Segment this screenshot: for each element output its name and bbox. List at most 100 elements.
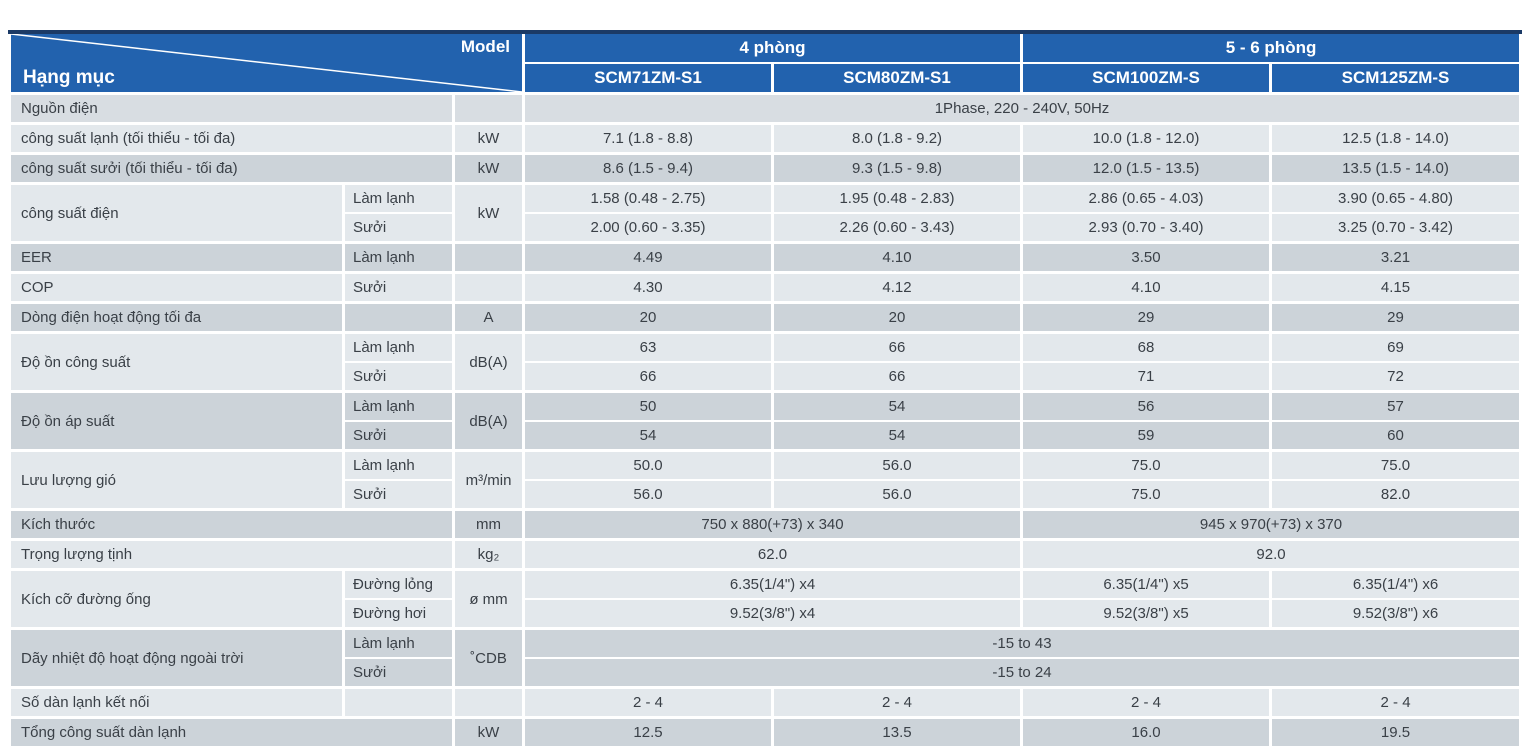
table-row: Nguồn điện 1Phase, 220 - 240V, 50Hz [8, 92, 1523, 125]
spec-unit: dB(A) [452, 390, 525, 452]
spec-value: 945 x 970(+73) x 370 [1020, 508, 1523, 541]
spec-sub-label [342, 686, 455, 719]
spec-unit [452, 686, 525, 719]
spec-sub-label: Làm lạnh [342, 390, 455, 422]
spec-sub-label: Sưởi [342, 420, 455, 452]
spec-value: 75.0 [1020, 449, 1273, 481]
spec-value: 54 [522, 420, 774, 452]
spec-value: 4.15 [1269, 271, 1523, 304]
spec-value: 9.3 (1.5 - 9.8) [770, 152, 1024, 185]
spec-sub-label: Làm lạnh [342, 627, 455, 659]
spec-value: 2.86 (0.65 - 4.03) [1020, 182, 1273, 214]
diagonal-divider-line [11, 34, 522, 92]
spec-value: 16.0 [1020, 716, 1273, 748]
table-row: Kích thước mm 750 x 880(+73) x 340 945 x 97… [8, 508, 1523, 541]
table-row: Độ ồn công suất Làm lạnh dB(A) 63 66 68 69 [8, 331, 1523, 393]
table-row: Độ ồn áp suất Làm lạnh dB(A) 50 54 56 57 [8, 390, 1523, 452]
spec-row-label: Số dàn lạnh kết nối [8, 686, 345, 719]
spec-value: 3.25 (0.70 - 3.42) [1269, 212, 1523, 244]
table-row: Lưu lượng gió Làm lạnh m³/min 50.0 56.0 75.0 7… [8, 449, 1523, 511]
spec-row-label: Nguồn điện [8, 92, 455, 125]
table-row: công suất điện Làm lạnh kW 1.58 (0.48 - 2.7… [8, 182, 1523, 244]
spec-value: 20 [770, 301, 1024, 334]
spec-value: 2 - 4 [770, 686, 1024, 719]
spec-value: 12.5 [522, 716, 774, 748]
spec-value: 4.49 [522, 241, 774, 274]
table-row: COP Sưởi 4.30 4.12 4.10 4.15 [8, 271, 1523, 304]
spec-unit: m³/min [452, 449, 525, 511]
spec-row-label: EER [8, 241, 345, 274]
spec-value: 6.35(1/4") x5 [1020, 568, 1273, 600]
table-header: Model Hạng mục 4 phòng 5 - 6 phòng SCM71… [8, 31, 1523, 95]
spec-value: 3.90 (0.65 - 4.80) [1269, 182, 1523, 214]
spec-value: 92.0 [1020, 538, 1523, 571]
spec-unit: A [452, 301, 525, 334]
table-row: công suất lạnh (tối thiểu - tối đa) kW 7.1… [8, 122, 1523, 155]
spec-value: 66 [770, 331, 1024, 363]
spec-value: 1Phase, 220 - 240V, 50Hz [521, 92, 1523, 125]
table-row: Dãy nhiệt độ hoạt động ngoài trời Làm lạn… [8, 627, 1523, 689]
spec-unit [452, 92, 525, 125]
spec-row-label: công suất sưởi (tối thiểu - tối đa) [8, 152, 455, 185]
spec-value: 29 [1269, 301, 1523, 334]
spec-value: 750 x 880(+73) x 340 [521, 508, 1024, 541]
spec-value: 13.5 [770, 716, 1024, 748]
table-row: Trọng lượng tịnh kg₂ 62.0 92.0 [8, 538, 1523, 571]
spec-value: 56.0 [770, 479, 1024, 511]
spec-value: 2 - 4 [522, 686, 774, 719]
spec-table: Model Hạng mục 4 phòng 5 - 6 phòng SCM71… [8, 30, 1523, 748]
spec-value: 59 [1020, 420, 1273, 452]
table-body: Nguồn điện 1Phase, 220 - 240V, 50Hz công s… [8, 92, 1523, 748]
spec-value: 1.58 (0.48 - 2.75) [522, 182, 774, 214]
spec-value: 2.00 (0.60 - 3.35) [522, 212, 774, 244]
model-header-scm125zm-s: SCM125ZM-S [1269, 62, 1523, 95]
spec-value: 4.10 [1020, 271, 1273, 304]
group-header-5-6-rooms: 5 - 6 phòng [1020, 31, 1523, 64]
model-category-header: Model Hạng mục [8, 31, 525, 95]
spec-value: 13.5 (1.5 - 14.0) [1269, 152, 1523, 185]
spec-value: 7.1 (1.8 - 8.8) [522, 122, 774, 155]
spec-value: 2.93 (0.70 - 3.40) [1020, 212, 1273, 244]
spec-value: 12.5 (1.8 - 14.0) [1269, 122, 1523, 155]
table-row: công suất sưởi (tối thiểu - tối đa) kW 8.6… [8, 152, 1523, 185]
spec-sub-label: Sưởi [342, 479, 455, 511]
spec-row-label: Độ ồn công suất [8, 331, 345, 393]
spec-value: 56.0 [522, 479, 774, 511]
spec-unit [452, 271, 525, 304]
spec-value: 71 [1020, 361, 1273, 393]
spec-unit [452, 241, 525, 274]
spec-sub-label [342, 301, 455, 334]
spec-value: 62.0 [521, 538, 1024, 571]
spec-unit: kg₂ [452, 538, 525, 571]
spec-row-label: Trọng lượng tịnh [8, 538, 455, 571]
table-row: Tổng công suất dàn lạnh kW 12.5 13.5 16.0 19.… [8, 716, 1523, 748]
spec-unit: ø mm [452, 568, 525, 630]
spec-value: -15 to 24 [521, 657, 1523, 689]
model-header-scm71zm-s1: SCM71ZM-S1 [522, 62, 774, 95]
spec-sub-label: Sưởi [342, 212, 455, 244]
category-header-label: Hạng mục [23, 67, 115, 88]
spec-row-label: Kích thước [8, 508, 455, 541]
spec-value: 63 [522, 331, 774, 363]
table-row: Sưởi -15 to 24 [10, 657, 1523, 689]
spec-value: 56.0 [770, 449, 1024, 481]
spec-value: 72 [1269, 361, 1523, 393]
spec-value: 60 [1269, 420, 1523, 452]
spec-value: 57 [1269, 390, 1523, 422]
group-header-4-rooms: 4 phòng [521, 31, 1024, 64]
spec-row-label: Tổng công suất dàn lạnh [8, 716, 455, 748]
spec-value: 4.30 [522, 271, 774, 304]
spec-value: 20 [522, 301, 774, 334]
spec-sub-label: Đường lỏng [342, 568, 455, 600]
spec-value: 2 - 4 [1269, 686, 1523, 719]
spec-unit: kW [452, 716, 525, 748]
spec-value: 9.52(3/8") x5 [1020, 598, 1273, 630]
spec-sub-label: Làm lạnh [342, 331, 455, 363]
spec-value: 3.21 [1269, 241, 1523, 274]
spec-value: -15 to 43 [521, 627, 1523, 659]
spec-value: 6.35(1/4") x6 [1269, 568, 1523, 600]
spec-unit: kW [452, 182, 525, 244]
spec-value: 69 [1269, 331, 1523, 363]
model-header-scm80zm-s1: SCM80ZM-S1 [770, 62, 1024, 95]
